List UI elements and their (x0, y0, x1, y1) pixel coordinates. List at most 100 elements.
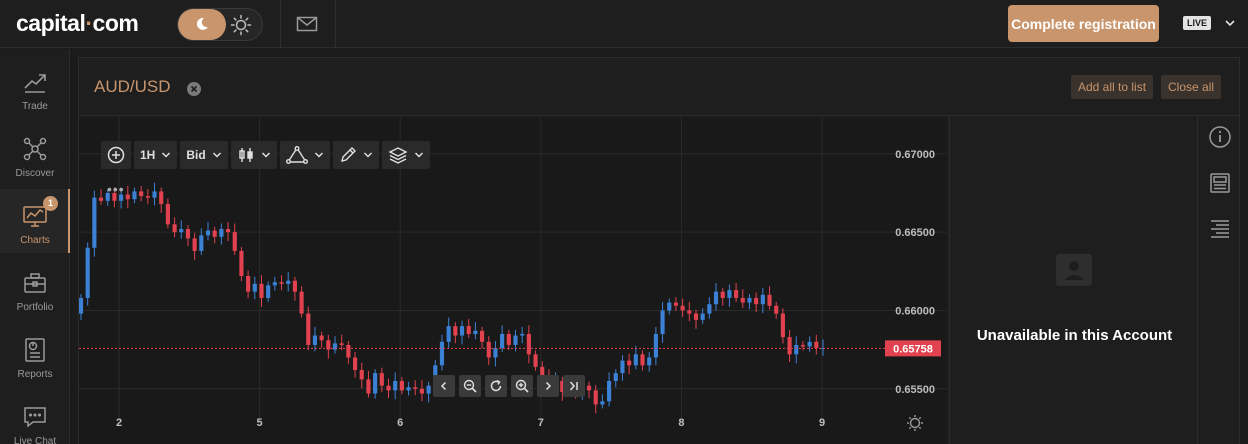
candle-body (172, 224, 177, 233)
candle-body (125, 194, 130, 200)
sidebar-item-discover[interactable]: Discover (0, 122, 70, 186)
sidebar-item-label: Charts (20, 235, 50, 246)
candle-body (199, 235, 204, 251)
sidebar: Trade Discover 1 Charts Portfolio Report… (0, 49, 70, 444)
sidebar-item-trade[interactable]: Trade (0, 55, 70, 119)
candle-body (493, 348, 498, 358)
sidebar-item-label: Portfolio (16, 302, 54, 313)
layers-select[interactable] (381, 141, 430, 169)
complete-registration-button[interactable]: Complete registration (1008, 5, 1159, 42)
sidebar-item-live-chat[interactable]: Live Chat (0, 390, 70, 444)
capital-com-logo[interactable]: capital·com (16, 10, 139, 36)
news-icon[interactable] (1208, 171, 1232, 195)
candle-body (800, 344, 806, 347)
candle-body (747, 297, 752, 303)
scroll-right-button[interactable] (537, 375, 559, 397)
candle-body (165, 203, 170, 225)
instrument-tab-header: AUD/USD Add all to list Close all (79, 58, 1239, 116)
candle-body (794, 344, 799, 355)
chart-type-select[interactable] (230, 141, 277, 169)
candle-body (105, 192, 110, 201)
chart-toolbar: 1H Bid (101, 141, 430, 169)
x-tick-label: 9 (819, 417, 825, 429)
x-tick-label: 6 (397, 417, 403, 429)
info-panel: Unavailable in this Account (949, 117, 1198, 444)
candle-body (399, 380, 404, 391)
order-book-icon[interactable] (1208, 217, 1232, 241)
right-rail (1199, 117, 1239, 444)
candle-body (312, 335, 318, 345)
candle-body (306, 313, 311, 345)
sidebar-item-label: Trade (22, 101, 48, 112)
candle-body (486, 341, 491, 358)
candle-body (259, 283, 264, 298)
add-all-to-list-button[interactable]: Add all to list (1071, 75, 1154, 99)
candle-body (112, 192, 117, 201)
candle-body (159, 191, 164, 204)
candle-body (379, 373, 384, 386)
trend-icon (24, 74, 46, 93)
scroll-left-button[interactable] (433, 375, 455, 397)
price-type-select[interactable]: Bid (180, 141, 228, 169)
zoom-out-button[interactable] (459, 375, 481, 397)
moon-icon (196, 17, 208, 30)
instrument-title[interactable]: AUD/USD (94, 77, 171, 96)
pencil-tools-select[interactable] (332, 141, 379, 169)
candle-body (139, 191, 144, 197)
report-icon (25, 338, 45, 362)
zoom-in-button[interactable] (511, 375, 533, 397)
candle-body (707, 304, 712, 314)
candle-body (386, 385, 391, 391)
sidebar-item-charts[interactable]: 1 Charts (0, 189, 70, 253)
theme-toggle[interactable] (177, 8, 263, 41)
candle-body (560, 380, 565, 392)
candle-body (593, 390, 598, 405)
add-indicator-button[interactable] (101, 141, 131, 169)
candle-body (352, 357, 358, 370)
sidebar-item-portfolio[interactable]: Portfolio (0, 256, 70, 320)
x-tick-label: 8 (678, 417, 684, 429)
refresh-icon (490, 379, 502, 392)
candle-body (185, 229, 191, 239)
timeframe-value: 1H (140, 148, 156, 162)
dark-theme-button[interactable] (178, 9, 226, 40)
chart-settings-icon[interactable] (907, 415, 923, 431)
chart-options-dots[interactable]: ••• (107, 181, 125, 197)
sidebar-item-label: Discover (15, 168, 55, 179)
candle-body (239, 250, 244, 276)
x-tick-label: 5 (257, 417, 263, 429)
candle-body (540, 366, 545, 377)
candle-body (780, 313, 785, 338)
candle-body (413, 387, 418, 389)
candle-body (286, 280, 291, 284)
candle-body (787, 337, 792, 355)
candle-body (586, 385, 592, 391)
timeframe-select[interactable]: 1H (134, 141, 178, 169)
candle-body (359, 370, 364, 380)
info-icon[interactable] (1208, 125, 1232, 149)
candle-body (446, 326, 451, 342)
mail-button[interactable] (295, 13, 319, 35)
chevron-down-icon[interactable] (1224, 17, 1236, 29)
candle-body (406, 387, 411, 391)
candle-body (533, 354, 538, 367)
reset-chart-button[interactable] (485, 375, 507, 397)
candle-body (520, 333, 525, 336)
close-instrument-button[interactable] (187, 82, 201, 96)
unavailable-message: Unavailable in this Account (976, 327, 1173, 344)
scroll-to-latest-button[interactable] (563, 375, 585, 397)
close-all-button[interactable]: Close all (1161, 75, 1222, 99)
skip-to-end-icon (569, 381, 578, 391)
sun-icon (230, 14, 252, 36)
zoom-out-icon (463, 379, 477, 393)
candle-body (767, 294, 772, 306)
candle-body (319, 335, 324, 341)
sidebar-item-reports[interactable]: Reports (0, 323, 70, 387)
chevron-down-icon (414, 152, 423, 158)
account-mode-badge[interactable]: LIVE (1183, 16, 1212, 30)
candle-body (92, 197, 97, 248)
candle-body (687, 310, 692, 314)
candle-body (627, 360, 632, 366)
candle-body (346, 344, 351, 358)
drawing-tools-select[interactable] (279, 141, 330, 169)
